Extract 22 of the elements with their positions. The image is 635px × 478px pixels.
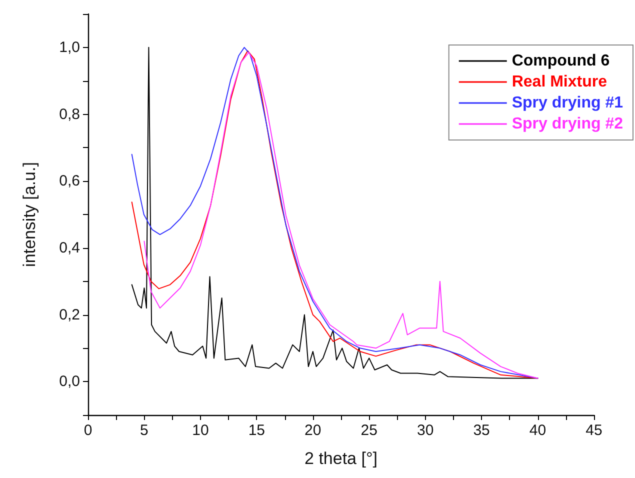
y-tick-label: 1,0	[59, 38, 80, 56]
x-axis-title: 2 theta [°]	[304, 449, 378, 468]
x-tick-label: 45	[586, 422, 602, 439]
y-tick-label: 0,2	[59, 306, 80, 324]
y-axis-title: intensity [a.u.]	[20, 162, 39, 267]
y-tick-label: 0,0	[59, 373, 80, 390]
legend-label: Spry drying #1	[512, 94, 624, 112]
legend-label: Compound 6	[512, 52, 610, 70]
legend-label: Spry drying #2	[512, 116, 624, 132]
x-tick-label: 40	[529, 422, 546, 439]
x-tick-label: 5	[140, 422, 148, 439]
legend-label: Real Mixture	[512, 74, 608, 90]
x-tick-label: 15	[248, 422, 266, 439]
x-tick-label: 25	[360, 422, 378, 439]
x-tick-label: 20	[304, 422, 322, 439]
x-tick-label: 10	[192, 422, 209, 439]
y-tick-label: 0,6	[59, 172, 80, 190]
x-tick-label: 35	[473, 422, 490, 439]
x-tick-label: 0	[84, 422, 92, 439]
y-tick-label: 0,8	[59, 106, 80, 123]
x-tick-label: 30	[416, 422, 434, 439]
y-tick-label: 0,4	[59, 239, 80, 256]
